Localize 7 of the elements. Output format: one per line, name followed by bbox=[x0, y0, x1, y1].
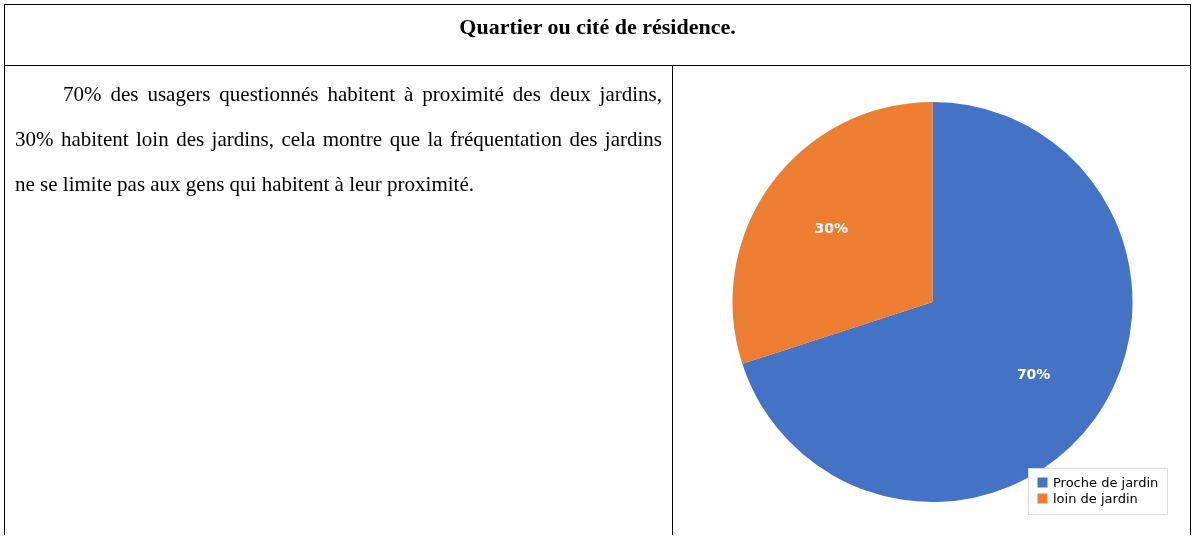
text: 70% des usagers questionnés habitent à proximité des deux jardins, 30% habitent loin des jardins, cela montre que la fréquentation des jardins ne se limite pas aux gens qui habitent à leur proximité. bbox=[5, 66, 673, 535]
pie-slice bbox=[732, 102, 933, 364]
data-label: 30% bbox=[814, 219, 849, 236]
data-label: 70% bbox=[1016, 366, 1051, 383]
legend-label: loin de jardin bbox=[1053, 490, 1138, 506]
chart-title: Quartier ou cité de résidence. bbox=[5, 5, 1190, 66]
legend-label: Proche de jardin bbox=[1053, 474, 1159, 490]
